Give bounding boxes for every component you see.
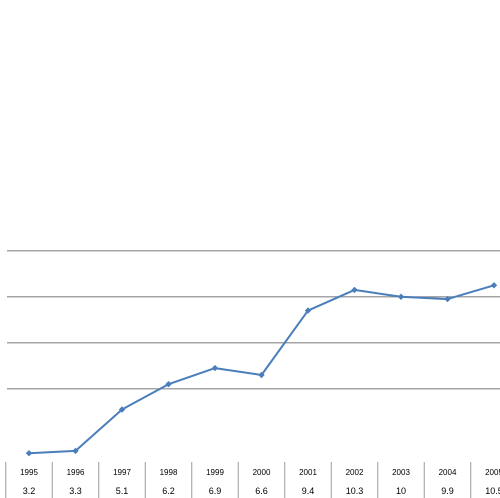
data-point	[118, 406, 126, 413]
data-point	[490, 282, 498, 289]
category-label: 1997	[113, 468, 131, 477]
series-line	[28, 284, 495, 455]
data-label: 3.2	[23, 486, 36, 496]
data-point	[351, 286, 358, 294]
category-label: 1998	[160, 468, 178, 477]
data-label: 6.2	[162, 486, 175, 496]
data-point	[25, 450, 33, 457]
data-point	[397, 293, 405, 300]
category-label: 2004	[439, 468, 457, 477]
category-label: 2001	[299, 468, 317, 477]
category-label: 1999	[206, 468, 224, 477]
data-label: 10	[396, 486, 406, 496]
data-point	[258, 371, 265, 379]
data-point	[165, 381, 172, 388]
data-label: 10.3	[346, 486, 364, 496]
data-table: 1995 3.2 1996 3.3 1997 5.1 1998 6.2 1999 6.9 2000 6…	[5, 462, 500, 498]
category-label: 2002	[346, 468, 364, 477]
data-label: 6.9	[209, 486, 222, 496]
category-label: 1996	[67, 468, 85, 477]
data-label: 6.6	[255, 486, 268, 496]
data-label: 5.1	[116, 486, 129, 496]
category-label: 2003	[392, 468, 410, 477]
data-label: 10.5	[485, 486, 500, 496]
category-label: 1995	[20, 468, 38, 477]
data-point	[72, 447, 79, 455]
category-label: 2000	[253, 468, 271, 477]
data-label: 9.9	[441, 486, 454, 496]
data-point	[304, 307, 312, 314]
gridlines	[7, 250, 500, 390]
data-label: 9.4	[302, 486, 315, 496]
data-point	[444, 295, 451, 303]
data-label: 3.3	[69, 486, 82, 496]
category-label: 2005	[485, 468, 500, 477]
data-point	[211, 364, 219, 372]
series-line-group	[25, 282, 498, 457]
